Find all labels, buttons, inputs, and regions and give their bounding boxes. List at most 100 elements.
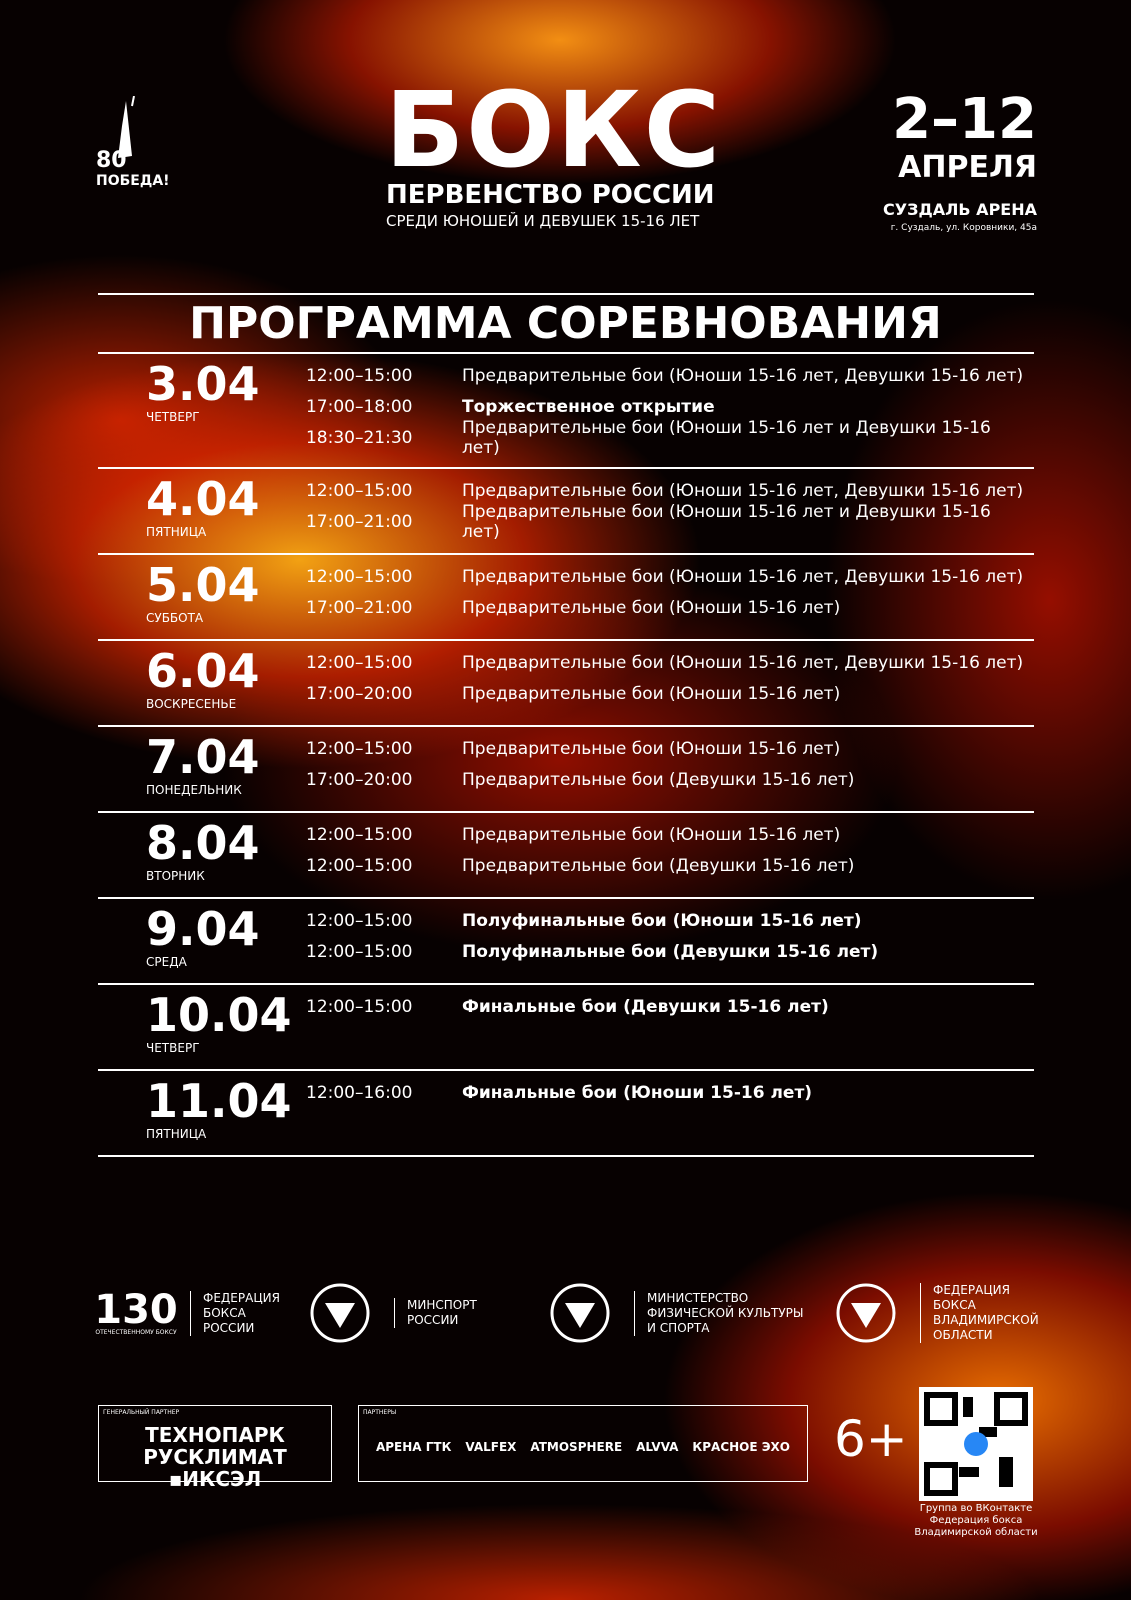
partner: КРАСНОЕ ЭХО [692,1440,790,1454]
events: 12:00–16:00 Финальные бои (Юноши 15-16 ле… [306,1077,812,1141]
line: РУСКЛИМАТ ▪ИКСЭЛ [143,1445,287,1491]
day-row: 7.04 ПОНЕДЕЛЬНИК 12:00–15:00 Предварительны… [98,727,1034,813]
line: Группа во ВКонтакте [919,1503,1033,1514]
date: 5.04 [146,558,260,612]
day-date: 8.04 ВТОРНИК [98,819,306,883]
time: 12:00–15:00 [306,855,413,876]
venue: СУЗДАЛЬ АРЕНА [883,200,1037,219]
line: Федерация бокса [929,1515,1023,1526]
day-row: 11.04 ПЯТНИЦА 12:00–16:00 Финальные бои (Юн… [98,1071,1034,1157]
organizer: МИНИСТЕРСТВО ФИЗИЧЕСКОЙ КУЛЬТУРЫ И СПОРТА [540,1278,803,1348]
events: 12:00–15:00 Предварительные бои (Юноши 15… [305,360,1034,458]
time: 12:00–16:00 [306,1082,413,1103]
day-date: 11.04 ПЯТНИЦА [98,1077,306,1141]
qr-caption: Группа во ВКонтакте Федерация бокса Владим… [905,1503,1047,1539]
event: 12:00–15:00 Полуфинальные бои (Юноши 15-1… [306,905,878,936]
event: 12:00–15:00 Предварительные бои (Девушки … [306,850,854,881]
crest [310,1283,370,1343]
event: 12:00–15:00 Финальные бои (Девушки 15-16 … [306,991,829,1022]
time: 12:00–15:00 [305,365,413,386]
line: ТЕХНОПАРК [145,1423,285,1447]
event: 17:00–21:00 Предварительные бои (Юноши 15… [306,592,1023,623]
time: 17:00–18:00 [305,396,413,417]
partner-lines: ТЕХНОПАРК РУСКЛИМАТ ▪ИКСЭЛ [99,1424,331,1490]
partner-list: АРЕНА ГТК VALFEX ATMOSPHERE ALVVA КРАСНОЕ ЭХ… [369,1426,797,1468]
date: 4.04 [146,472,260,526]
schedule: 3.04 ЧЕТВЕРГ 12:00–15:00 Предварительные бо… [98,352,1034,1157]
organizer-name: МИНСПОРТ РОССИИ [394,1298,477,1328]
event: 17:00–18:00 Торжественное открытие [306,391,1034,422]
time: 12:00–15:00 [306,824,413,845]
event-text: Предварительные бои (Юноши 15-16 лет) [462,824,841,845]
age-rating: 6+ [834,1410,908,1468]
organizer-logo [300,1278,380,1348]
event: 17:00–21:00 Предварительные бои (Юноши 15… [305,502,1034,542]
date: 7.04 [146,730,260,784]
organizer-logo [826,1278,906,1348]
weekday: ЧЕТВЕРГ [146,1041,200,1055]
date: 6.04 [146,644,260,698]
event-text: Предварительные бои (Девушки 15-16 лет) [462,855,855,876]
event: 17:00–20:00 Предварительные бои (Юноши 15… [306,678,1023,709]
month: АПРЕЛЯ [898,150,1037,185]
event-text: Предварительные бои (Юноши 15-16 лет) [462,683,841,704]
subtitle2: СРЕДИ ЮНОШЕЙ И ДЕВУШЕК 15-16 ЛЕТ [386,212,700,230]
label: ПАРТНЕРЫ [363,1409,397,1416]
events: 12:00–15:00 Финальные бои (Девушки 15-16 … [306,991,829,1055]
event-text: Полуфинальные бои (Юноши 15-16 лет) [462,910,862,931]
event-text: Предварительные бои (Юноши 15-16 лет, Де… [462,566,1024,587]
emblem: 80 ПОБЕДА! [96,95,176,189]
event-text: Торжественное открытие [461,396,715,417]
organizer-logo: 130 ОТЕЧЕСТВЕННОМУ БОКСУ [94,1278,178,1348]
event-text: Предварительные бои (Юноши 15-16 лет) [462,738,841,759]
event: 17:00–20:00 Предварительные бои (Девушки … [306,764,854,795]
event-text: Финальные бои (Юноши 15-16 лет) [462,1082,813,1103]
day-row: 10.04 ЧЕТВЕРГ 12:00–15:00 Финальные бои (Де… [98,985,1034,1071]
event: 12:00–15:00 Предварительные бои (Юноши 15… [306,360,1034,391]
event: 12:00–16:00 Финальные бои (Юноши 15-16 ле… [306,1077,812,1108]
address: г. Суздаль, ул. Коровники, 45а [890,223,1037,233]
statue-icon [118,95,135,158]
organizer-name: МИНИСТЕРСТВО ФИЗИЧЕСКОЙ КУЛЬТУРЫ И СПОРТА [634,1290,804,1336]
weekday: ПОНЕДЕЛЬНИК [146,783,242,797]
emblem-text: ПОБЕДА! [96,173,170,189]
line: ФИЗИЧЕСКОЙ КУЛЬТУРЫ [647,1305,804,1320]
partner: ATMOSPHERE [530,1440,623,1454]
line: РОССИИ [407,1313,459,1327]
organizer: ФЕДЕРАЦИЯ БОКСА ВЛАДИМИРСКОЙ ОБЛАСТИ [826,1278,1039,1348]
event-text: Предварительные бои (Юноши 15-16 лет, Де… [461,480,1024,501]
event: 12:00–15:00 Предварительные бои (Юноши 15… [306,647,1023,678]
weekday: СРЕДА [146,955,187,969]
events: 12:00–15:00 Предварительные бои (Юноши 15… [306,647,1023,711]
weekday: ВОСКРЕСЕНЬЕ [146,697,237,711]
event: 12:00–15:00 Предварительные бои (Юноши 15… [306,475,1034,506]
dates: 2–12 [892,87,1037,152]
time: 17:00–21:00 [305,511,413,532]
rule [98,293,1034,295]
day-date: 4.04 ПЯТНИЦА [98,475,306,539]
events: 12:00–15:00 Полуфинальные бои (Юноши 15-1… [306,905,878,969]
date: 9.04 [146,902,260,956]
events: 12:00–15:00 Предварительные бои (Юноши 15… [305,475,1034,542]
day-row: 5.04 СУББОТА 12:00–15:00 Предварительные бо… [98,555,1034,641]
partners: ПАРТНЕРЫ АРЕНА ГТК VALFEX ATMOSPHERE ALVVA К… [358,1405,808,1482]
mark-number: 130 [94,1287,178,1333]
weekday: ВТОРНИК [146,869,205,883]
event-text: Полуфинальные бои (Девушки 15-16 лет) [462,941,879,962]
event: 12:00–15:00 Полуфинальные бои (Девушки 15… [306,936,878,967]
event: 18:30–21:30 Предварительные бои (Юноши 15… [305,418,1034,458]
time: 12:00–15:00 [306,652,413,673]
time: 17:00–20:00 [306,769,413,790]
day-date: 9.04 СРЕДА [98,905,306,969]
line: ВЛАДИМИРСКОЙ [933,1313,1039,1327]
day-row: 9.04 СРЕДА 12:00–15:00 Полуфинальные бои (Ю… [98,899,1034,985]
event-text: Предварительные бои (Девушки 15-16 лет) [462,769,855,790]
time: 18:30–21:30 [305,427,413,448]
emblem-number: 80 [96,148,127,173]
weekday: ПЯТНИЦА [146,525,207,539]
line: РОССИИ [203,1320,255,1335]
mark-caption: ОТЕЧЕСТВЕННОМУ БОКСУ [95,1329,177,1336]
organizer-name: ФЕДЕРАЦИЯ БОКСА РОССИИ [190,1290,280,1336]
subtitle: ПЕРВЕНСТВО РОССИИ [386,180,715,210]
